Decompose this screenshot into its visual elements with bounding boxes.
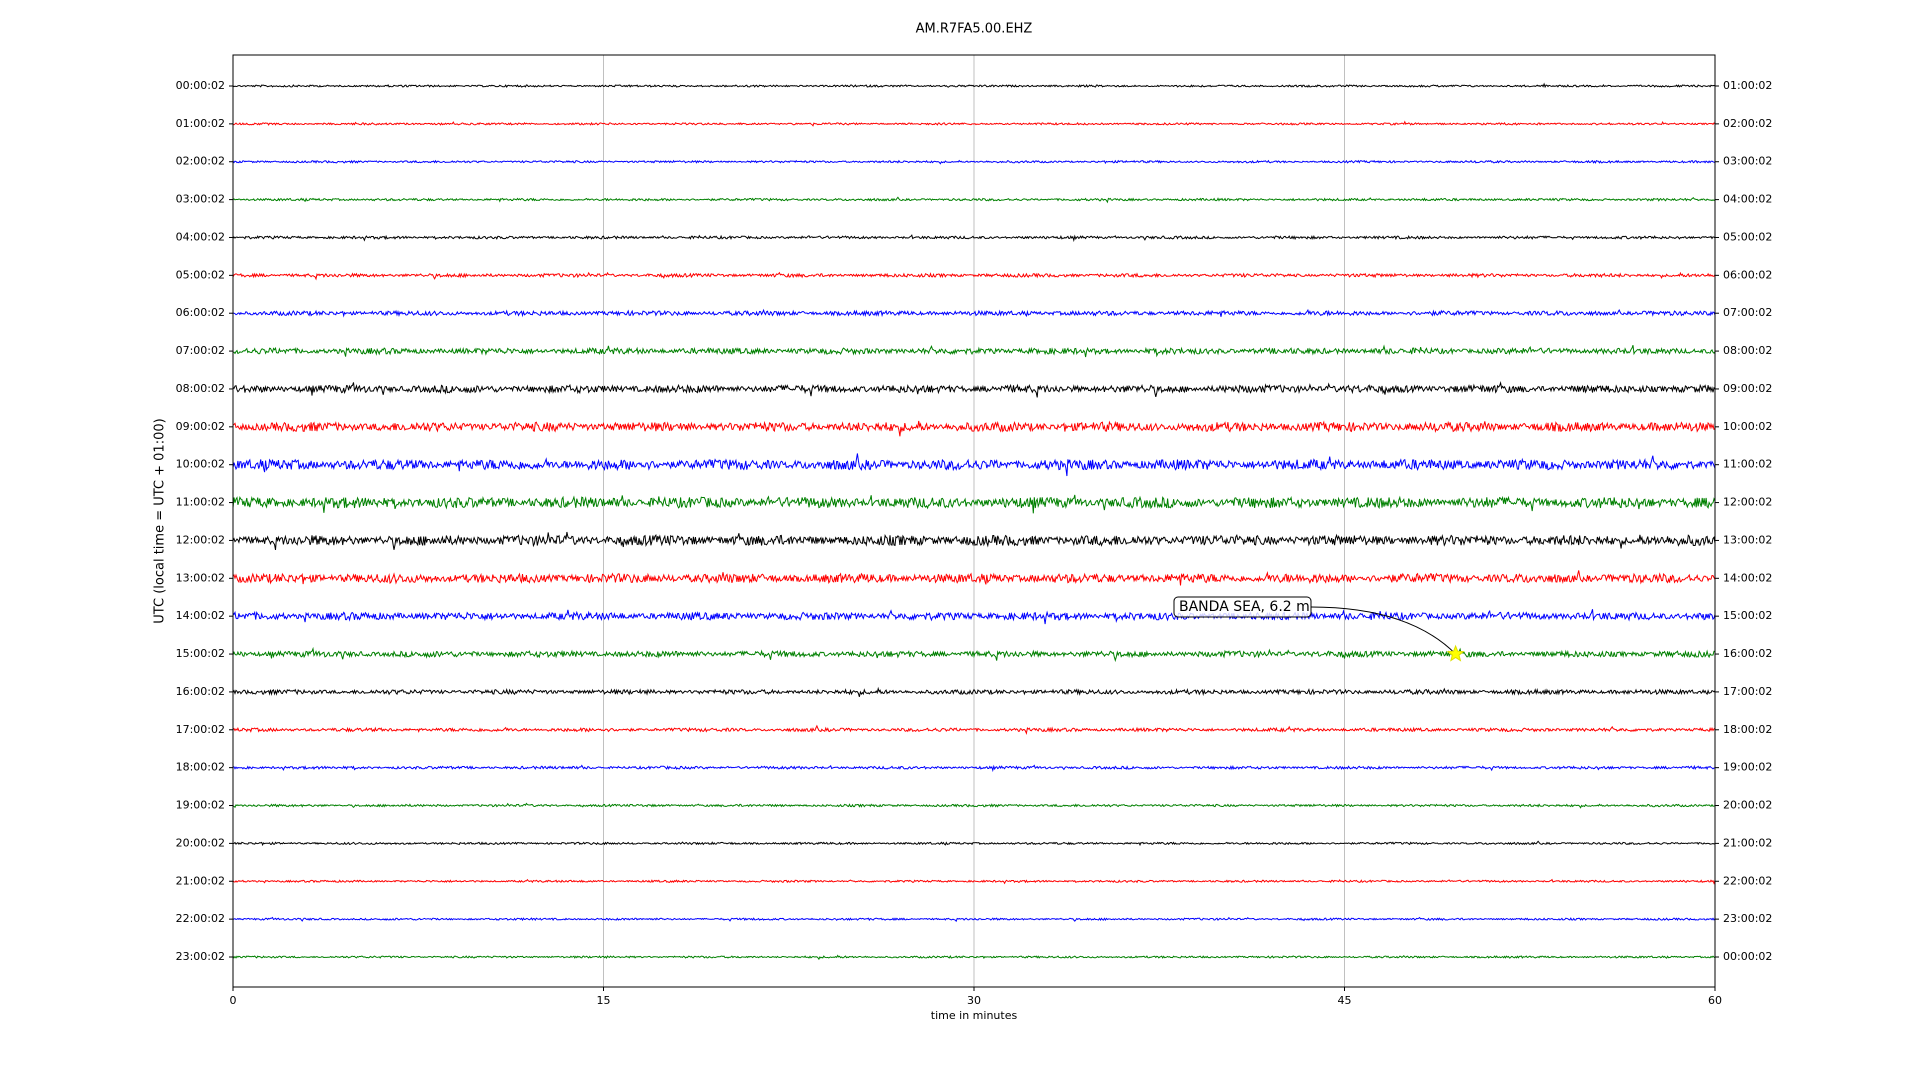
y-tick-label: 19:00:02 xyxy=(176,799,225,812)
event-star xyxy=(1446,644,1465,662)
y2-tick-label: 02:00:02 xyxy=(1723,117,1772,130)
trace xyxy=(232,686,1716,697)
trace xyxy=(232,570,1716,586)
trace xyxy=(232,954,1716,961)
y-tick-label: 04:00:02 xyxy=(176,230,225,243)
y-tick-label: 06:00:02 xyxy=(176,306,225,319)
y-tick-label: 20:00:02 xyxy=(176,836,225,849)
y2-tick-label: 06:00:02 xyxy=(1723,268,1772,281)
y-tick-label: 21:00:02 xyxy=(176,874,225,887)
y2-tick-label: 09:00:02 xyxy=(1723,382,1772,395)
y-tick-label: 00:00:02 xyxy=(176,79,225,92)
trace xyxy=(232,878,1716,885)
trace xyxy=(232,159,1716,165)
y2-tick-label: 03:00:02 xyxy=(1723,155,1772,168)
y2-tick-label: 12:00:02 xyxy=(1723,496,1772,509)
trace xyxy=(232,344,1716,358)
y2-tick-label: 04:00:02 xyxy=(1723,193,1772,206)
y-tick-label: 05:00:02 xyxy=(176,268,225,281)
y2-tick-label: 07:00:02 xyxy=(1723,306,1772,319)
trace xyxy=(232,453,1716,477)
x-tick-label: 60 xyxy=(1708,994,1722,1007)
y-tick-label: 01:00:02 xyxy=(176,117,225,130)
y2-tick-label: 01:00:02 xyxy=(1723,79,1772,92)
y-tick-label: 14:00:02 xyxy=(176,609,225,622)
y-tick-label: 12:00:02 xyxy=(176,533,225,546)
trace xyxy=(232,646,1716,663)
y2-tick-label: 13:00:02 xyxy=(1723,533,1772,546)
trace xyxy=(232,531,1716,550)
trace xyxy=(232,120,1716,127)
y2-tick-label: 10:00:02 xyxy=(1723,420,1772,433)
y-tick-label: 22:00:02 xyxy=(176,912,225,925)
y2-tick-label: 11:00:02 xyxy=(1723,458,1772,471)
y2-tick-label: 23:00:02 xyxy=(1723,912,1772,925)
chart-title: AM.R7FA5.00.EHZ xyxy=(916,22,1033,37)
event-box xyxy=(1173,596,1312,618)
y2-tick-label: 17:00:02 xyxy=(1723,685,1772,698)
x-tick-label: 15 xyxy=(597,994,611,1007)
y2-tick-label: 21:00:02 xyxy=(1723,836,1772,849)
y-tick-label: 10:00:02 xyxy=(176,458,225,471)
y2-tick-label: 08:00:02 xyxy=(1723,344,1772,357)
trace xyxy=(232,916,1716,923)
y-tick-label: 11:00:02 xyxy=(176,496,225,509)
y-tick-label: 17:00:02 xyxy=(176,723,225,736)
y-tick-label: 13:00:02 xyxy=(176,571,225,584)
trace xyxy=(232,840,1716,847)
y2-tick-label: 14:00:02 xyxy=(1723,571,1772,584)
y-tick-label: 15:00:02 xyxy=(176,647,225,660)
y-tick-label: 02:00:02 xyxy=(176,155,225,168)
trace xyxy=(232,494,1716,514)
y2-tick-label: 22:00:02 xyxy=(1723,874,1772,887)
x-tick-label: 30 xyxy=(967,994,981,1007)
trace xyxy=(232,802,1716,809)
trace xyxy=(232,380,1716,398)
y-tick-label: 09:00:02 xyxy=(176,420,225,433)
trace xyxy=(232,420,1716,437)
y-tick-label: 03:00:02 xyxy=(176,193,225,206)
y2-tick-label: 16:00:02 xyxy=(1723,647,1772,660)
trace xyxy=(233,764,1716,773)
event-label: BANDA SEA, 6.2 m xyxy=(1179,599,1310,615)
y-tick-label: 18:00:02 xyxy=(176,761,225,774)
y-tick-label: 23:00:02 xyxy=(176,950,225,963)
event-arrow xyxy=(1310,606,1457,655)
y2-tick-label: 15:00:02 xyxy=(1723,609,1772,622)
trace xyxy=(232,308,1716,318)
plot-frame xyxy=(232,54,1716,988)
y-tick-label: 07:00:02 xyxy=(176,344,225,357)
y-axis-label: UTC (local time = UTC + 01:00) xyxy=(153,418,168,623)
y2-tick-label: 05:00:02 xyxy=(1723,230,1772,243)
y2-tick-label: 00:00:02 xyxy=(1723,950,1772,963)
trace xyxy=(232,196,1716,204)
x-tick-label: 0 xyxy=(230,994,237,1007)
trace xyxy=(232,234,1716,243)
trace xyxy=(232,724,1716,736)
y2-tick-label: 20:00:02 xyxy=(1723,799,1772,812)
y-tick-label: 08:00:02 xyxy=(176,382,225,395)
y2-tick-label: 18:00:02 xyxy=(1723,723,1772,736)
trace xyxy=(232,82,1716,89)
y2-tick-label: 19:00:02 xyxy=(1723,761,1772,774)
x-axis-label: time in minutes xyxy=(931,1009,1018,1022)
x-tick-label: 45 xyxy=(1338,994,1352,1007)
y-tick-label: 16:00:02 xyxy=(176,685,225,698)
trace xyxy=(232,609,1716,625)
trace xyxy=(232,271,1716,281)
